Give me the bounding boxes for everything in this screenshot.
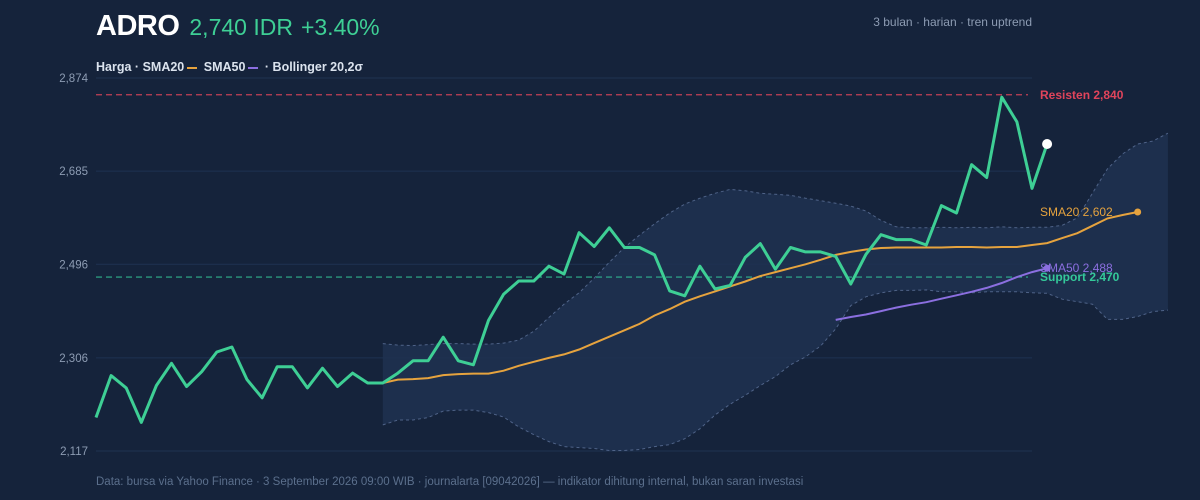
legend-sma50-swatch xyxy=(248,66,259,69)
y-tick-label: 2,306 xyxy=(59,353,88,365)
sma20-line xyxy=(382,211,1138,384)
y-tick-label: 2,685 xyxy=(59,166,88,178)
chart-legend: Harga · SMA20 SMA50 · Bollinger 20,2σ xyxy=(96,60,363,74)
support-label: Support 2,470 xyxy=(1040,270,1120,284)
sma20-end-label: SMA20 2,602 xyxy=(1040,205,1113,219)
chart-header: ADRO 2,740 IDR +3.40% xyxy=(96,10,380,43)
legend-harga: Harga · xyxy=(96,60,140,74)
resistance-label: Resisten 2,840 xyxy=(1040,88,1124,102)
chart-meta: 3 bulan · harian · tren uptrend xyxy=(873,15,1032,29)
price-change: +3.40% xyxy=(300,14,380,40)
chart-footer: Data: bursa via Yahoo Finance · 3 Septem… xyxy=(96,476,804,488)
legend-sma20: SMA20 xyxy=(142,60,185,74)
ticker-symbol: ADRO xyxy=(96,10,180,42)
legend-bollinger: · Bollinger 20,2σ xyxy=(264,60,364,74)
sma20-end-dot xyxy=(1134,208,1142,216)
y-tick-label: 2,874 xyxy=(59,73,88,85)
sma50-end-label: SMA50 2,488 xyxy=(1040,261,1113,275)
price-line xyxy=(94,95,1049,424)
y-tick-label: 2,496 xyxy=(59,259,88,271)
legend-sma50: SMA50 xyxy=(203,60,246,74)
legend-sma20-swatch xyxy=(187,66,198,69)
last-price-dot xyxy=(1042,139,1053,150)
y-tick-label: 2,117 xyxy=(60,446,88,458)
price-value: 2,740 IDR xyxy=(189,14,293,40)
sma50-line xyxy=(835,267,1048,321)
bollinger-upper-line xyxy=(382,132,1169,347)
bollinger-band-fill xyxy=(382,133,1168,451)
sma50-end-dot xyxy=(1043,264,1051,272)
